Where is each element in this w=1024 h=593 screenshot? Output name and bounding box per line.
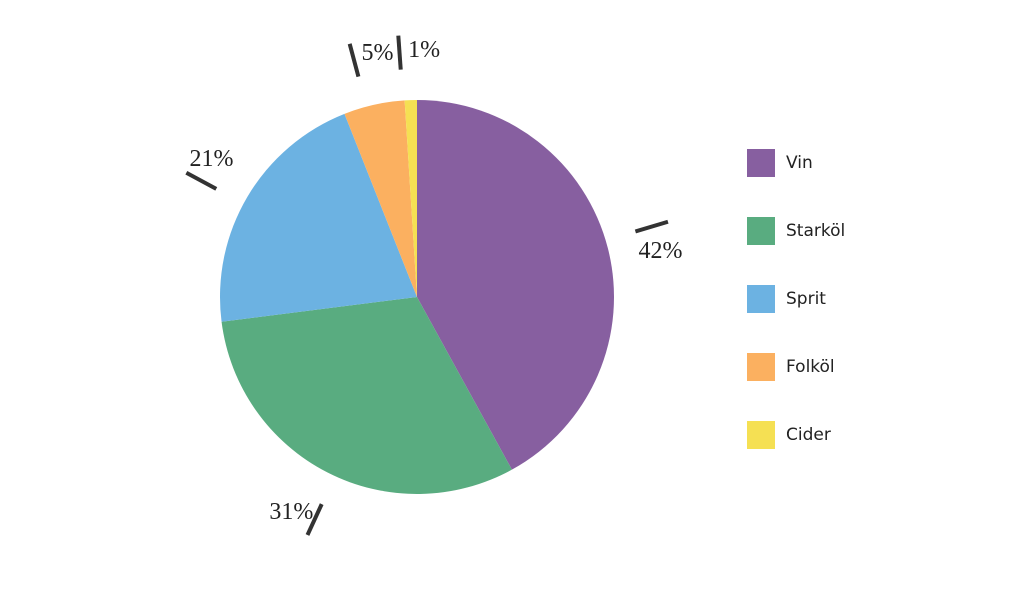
label-tick [634, 219, 669, 234]
pie-slice [221, 297, 512, 495]
legend-swatch [747, 285, 775, 313]
legend-swatch [747, 353, 775, 381]
legend-swatch [747, 149, 775, 177]
legend-label: Cider [786, 425, 831, 445]
pie-slice [219, 113, 417, 322]
label-tick [305, 503, 324, 536]
legend-label: Folköl [786, 357, 835, 377]
label-tick [396, 35, 403, 70]
value-label: 42% [638, 238, 682, 264]
legend-label: Vin [786, 153, 813, 173]
value-label: 5% [362, 40, 394, 66]
legend-label: Starköl [786, 221, 845, 241]
legend-label: Sprit [786, 289, 826, 309]
legend-swatch [747, 217, 775, 245]
label-tick [347, 43, 361, 78]
label-tick [185, 170, 218, 191]
pie-slice [344, 100, 417, 297]
value-label: 21% [189, 146, 233, 172]
pie-slice [404, 100, 417, 297]
pie-slice [417, 100, 615, 470]
value-label: 1% [408, 37, 440, 63]
legend-swatch [747, 421, 775, 449]
value-label: 31% [269, 499, 313, 525]
